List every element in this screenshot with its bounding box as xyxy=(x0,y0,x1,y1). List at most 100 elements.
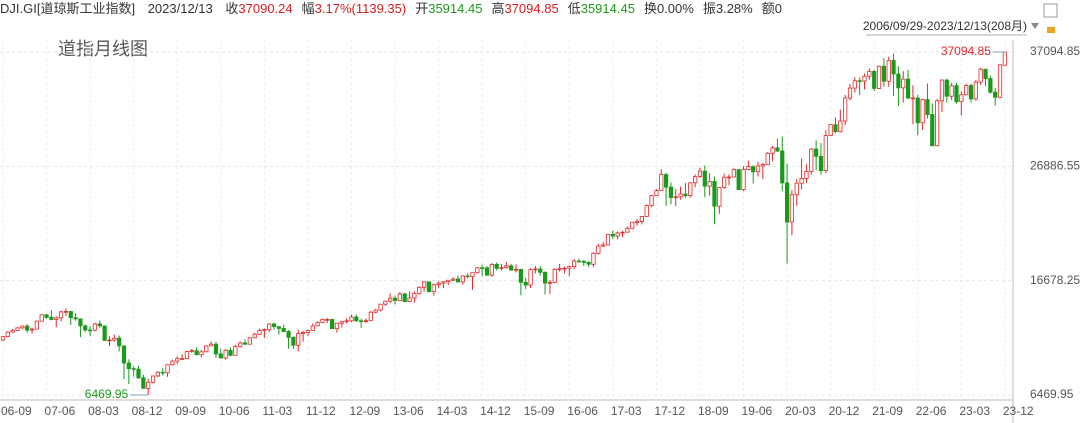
candle-body xyxy=(814,148,819,157)
candle-body xyxy=(905,78,911,99)
candle-body xyxy=(673,196,678,199)
y-tick-label: 16678.25 xyxy=(1030,273,1080,287)
candle-body xyxy=(160,371,165,374)
candle-body xyxy=(988,78,993,93)
candle-body xyxy=(688,182,693,197)
range-dropdown[interactable] xyxy=(1031,23,1039,29)
candle-body xyxy=(281,328,286,332)
candle-body xyxy=(572,260,577,268)
y-tick-label: 6469.95 xyxy=(1030,387,1074,401)
quote-item: 换0.00% xyxy=(644,1,694,16)
candle-body xyxy=(659,174,664,192)
candle-body xyxy=(867,71,872,77)
candle-body xyxy=(175,358,180,362)
candle-body xyxy=(717,187,722,207)
quote-label: 振 xyxy=(702,1,716,16)
candle-body xyxy=(736,169,741,190)
candle-body xyxy=(320,319,325,323)
quote-item: 收37090.24 xyxy=(225,1,292,16)
quote-header: DJI.GI[道琼斯工业指数] 2023/12/13 收37090.24 幅3.1… xyxy=(0,0,791,18)
candle-body xyxy=(446,279,451,283)
x-tick-label: 08-03 xyxy=(88,404,119,418)
candle-body xyxy=(441,281,446,284)
date-range[interactable]: 2006/09/29-2023/12/13(208月) xyxy=(863,19,1027,33)
candle-body xyxy=(20,325,25,329)
candle-body xyxy=(755,165,761,173)
x-tick-label: 19-06 xyxy=(742,404,773,418)
candle-body xyxy=(494,263,499,269)
candle-body xyxy=(935,100,940,147)
candle-body xyxy=(533,268,538,271)
candle-body xyxy=(693,176,698,184)
candle-body xyxy=(291,336,296,346)
candle-body xyxy=(368,311,373,322)
candle-body xyxy=(121,345,127,364)
x-tick-label: 10-06 xyxy=(219,404,250,418)
candle-body xyxy=(480,267,485,269)
x-tick-label: 08-12 xyxy=(132,404,163,418)
quote-item: 高37094.85 xyxy=(491,1,558,16)
x-tick-label: 17-03 xyxy=(611,404,642,418)
candle-body xyxy=(901,78,906,89)
candle-body xyxy=(0,336,6,341)
candle-body xyxy=(310,325,315,332)
candle-body xyxy=(630,221,635,229)
candle-body xyxy=(954,85,959,103)
candle-body xyxy=(305,330,311,333)
candle-body xyxy=(852,80,857,89)
candle-body xyxy=(663,174,669,188)
quote-item: 额0 xyxy=(762,1,782,16)
candle-body xyxy=(746,166,751,170)
candle-body xyxy=(581,260,586,263)
candle-body xyxy=(513,268,519,271)
candle-body xyxy=(431,284,436,293)
candle-body xyxy=(315,322,320,327)
candle-body xyxy=(547,282,553,284)
candle-body xyxy=(523,281,528,286)
candle-body xyxy=(392,297,398,301)
min-label: 6469.95 xyxy=(85,387,129,401)
candle-body xyxy=(402,293,407,302)
candle-body xyxy=(247,337,252,345)
x-tick-label: 23-03 xyxy=(959,404,990,418)
quote-value: 0.00% xyxy=(656,1,694,16)
candle-body xyxy=(15,327,20,331)
candle-body xyxy=(552,268,557,283)
candle-body xyxy=(983,68,988,79)
candle-body xyxy=(330,319,335,330)
candle-body xyxy=(702,170,707,187)
candle-body xyxy=(925,99,930,115)
candle-body xyxy=(49,316,54,320)
candle-body xyxy=(131,368,136,370)
candle-body xyxy=(591,252,596,265)
candle-body xyxy=(262,329,267,331)
candle-body xyxy=(271,323,277,328)
candle-body xyxy=(872,71,877,89)
candle-body xyxy=(228,349,233,356)
candle-body xyxy=(78,318,83,327)
candle-body xyxy=(10,330,15,333)
quote-label: 低 xyxy=(567,1,581,16)
quote-value: 0 xyxy=(774,1,782,16)
candle-body xyxy=(68,311,73,319)
max-label: 37094.85 xyxy=(941,44,991,58)
candle-body xyxy=(363,320,369,322)
candle-body xyxy=(107,339,112,342)
candle-body xyxy=(150,375,156,383)
quote-label: 额 xyxy=(761,1,775,16)
candle-body xyxy=(678,193,683,198)
candle-body xyxy=(484,267,490,276)
candle-body xyxy=(504,265,509,269)
icon-box[interactable] xyxy=(1043,3,1058,18)
candle-body xyxy=(238,342,243,348)
candle-body xyxy=(639,216,644,223)
candle-body xyxy=(668,186,674,198)
lock-icon[interactable] xyxy=(1047,27,1055,33)
candle-body xyxy=(973,81,978,100)
candle-body xyxy=(334,322,340,330)
candle-body xyxy=(189,350,194,352)
candle-body xyxy=(625,227,630,233)
candle-body xyxy=(712,181,717,207)
candle-body xyxy=(267,323,272,330)
quote-item: 振3.28% xyxy=(703,1,753,16)
